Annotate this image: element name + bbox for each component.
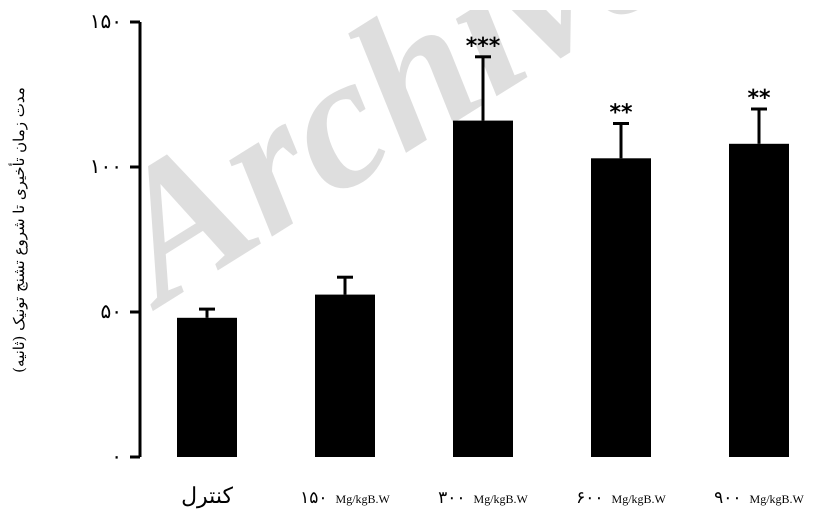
- bar: [453, 120, 513, 457]
- x-tick-unit: Mg/kgB.W: [474, 492, 529, 506]
- bar: [729, 143, 789, 458]
- bar: [315, 294, 375, 457]
- significance-label: **: [609, 101, 633, 126]
- y-axis-label: مدت زمان تأخیری تا شروع تشنج تونیک (ثانی…: [10, 87, 28, 373]
- x-tick-number: ۳۰۰: [438, 488, 465, 508]
- x-tick-label: کنترل: [181, 484, 233, 509]
- x-tick-number: ۱۵۰: [300, 488, 327, 508]
- y-tick-label: ۰: [111, 444, 122, 468]
- y-tick-label: ۱۰۰: [90, 154, 122, 178]
- y-tick-label: ۵۰: [101, 299, 122, 323]
- y-tick-label: ۱۵۰: [90, 9, 122, 33]
- y-axis-label-wrap: مدت زمان تأخیری تا شروع تشنج تونیک (ثانی…: [6, 40, 32, 420]
- significance-label: ***: [466, 34, 501, 59]
- x-tick-unit: Mg/kgB.W: [612, 492, 667, 506]
- x-tick-number: ۶۰۰: [576, 488, 603, 508]
- x-tick-label: ۱۵۰ Mg/kgB.W: [300, 488, 390, 508]
- x-tick-unit: Mg/kgB.W: [336, 492, 391, 506]
- significance-label: **: [747, 86, 771, 111]
- x-tick-unit: Mg/kgB.W: [750, 492, 805, 506]
- x-tick-label: ۹۰۰ Mg/kgB.W: [714, 488, 804, 508]
- bar: [591, 158, 651, 458]
- x-tick-number: ۹۰۰: [714, 488, 741, 508]
- bar: [177, 317, 237, 457]
- x-tick-label: ۶۰۰ Mg/kgB.W: [576, 488, 666, 508]
- x-tick-label: ۳۰۰ Mg/kgB.W: [438, 488, 528, 508]
